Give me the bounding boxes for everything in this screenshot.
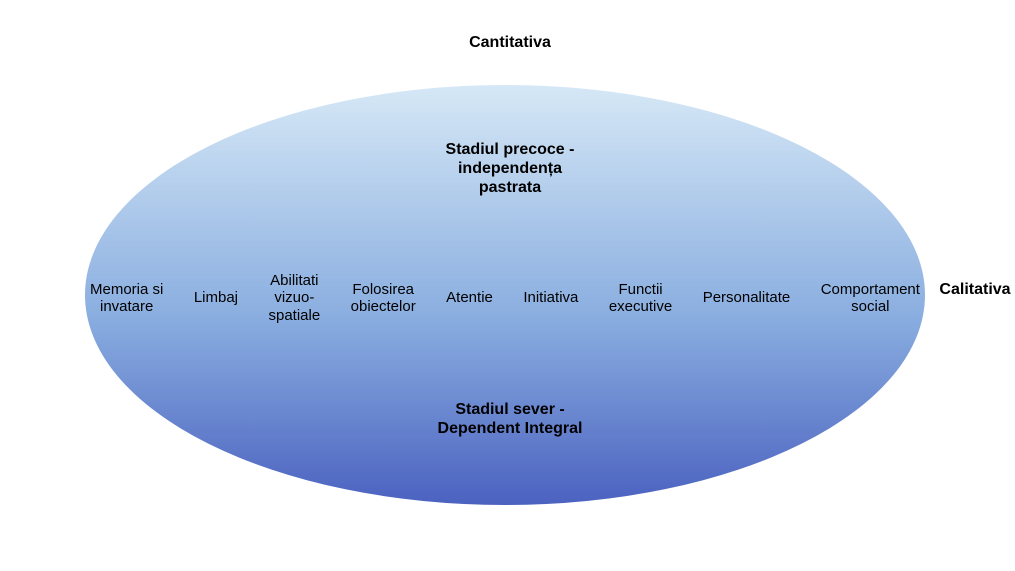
domain-item: Abilitati vizuo- spatiale — [268, 272, 320, 324]
domain-item: Memoria si invatare — [90, 281, 163, 316]
axis-label-right: Calitativa — [930, 280, 1015, 299]
domain-item: Initiativa — [523, 289, 578, 306]
domain-item: Atentie — [446, 289, 493, 306]
domain-item: Limbaj — [194, 289, 238, 306]
domain-item: Functii executive — [609, 281, 672, 316]
stage-label-top: Stadiul precoce - independența pastrata — [400, 140, 620, 198]
stage-label-bottom: Stadiul sever - Dependent Integral — [400, 400, 620, 438]
diagram-stage: Cantitativa Calitativa Stadiul precoce -… — [0, 0, 1015, 571]
domain-item: Personalitate — [703, 289, 791, 306]
domain-item: Comportament social — [821, 281, 920, 316]
axis-label-top: Cantitativa — [440, 33, 580, 52]
domain-row: Memoria si invatare Limbaj Abilitati vizuo… — [90, 272, 920, 324]
domain-item: Folosirea obiectelor — [351, 281, 416, 316]
